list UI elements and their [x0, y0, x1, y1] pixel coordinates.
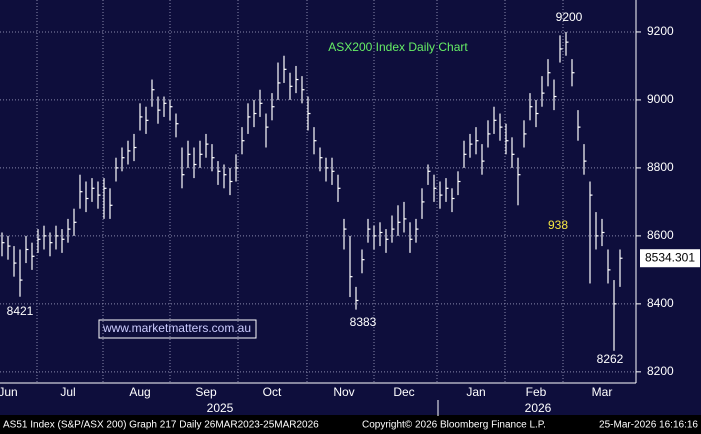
annotation: 8383 [350, 315, 377, 329]
last-price-box [640, 249, 700, 268]
month-grid [36, 0, 564, 383]
annotation: www.marketmatters.com.au [102, 321, 251, 335]
link-box [98, 319, 257, 339]
x-tick-label: Jun [0, 385, 18, 399]
chart-title: ASX200 Index Daily Chart [328, 40, 468, 54]
y-tick-label: 9000 [647, 92, 674, 106]
year-label: 2025 [207, 401, 234, 415]
x-tick-label: Oct [263, 385, 282, 399]
year-label: 2026 [525, 401, 552, 415]
x-tick-label: Mar [592, 385, 613, 399]
y-tick-label: 8200 [647, 364, 674, 378]
annotation: 8421 [7, 304, 34, 318]
x-tick-label: Sep [195, 385, 217, 399]
footer-text: AS51 Index (S&P/ASX 200) Graph 217 Daily… [3, 420, 319, 431]
x-tick-label: Aug [129, 385, 150, 399]
annotation: 9200 [556, 10, 583, 24]
y-tick-label: 8400 [647, 296, 674, 310]
footer-text: 25-Mar-2026 16:16:16 [599, 420, 698, 431]
x-tick-label: Dec [393, 385, 414, 399]
x-tick-label: Feb [526, 385, 547, 399]
footer-text: Copyright© 2026 Bloomberg Finance L.P. [362, 420, 546, 431]
y-tick-label: 8800 [647, 160, 674, 174]
annotation: 8262 [597, 352, 624, 366]
x-tick-label: Jul [60, 385, 75, 399]
last-price-label: 8534.301 [645, 250, 695, 264]
footer-bar [0, 415, 701, 434]
x-tick-label: Jan [466, 385, 485, 399]
annotation: 938 [548, 218, 568, 232]
y-tick-label: 9200 [647, 24, 674, 38]
y-tick-label: 8600 [647, 228, 674, 242]
x-tick-label: Nov [333, 385, 354, 399]
